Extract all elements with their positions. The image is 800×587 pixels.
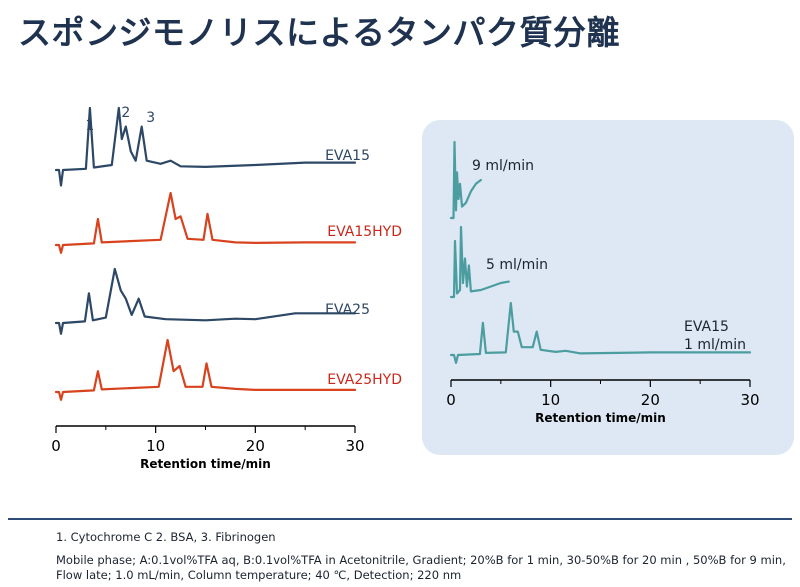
trace-eva15 bbox=[449, 301, 752, 364]
trace-eva25 bbox=[54, 267, 357, 335]
series-label: 5 ml/min bbox=[486, 257, 548, 273]
x-tick-label: 0 bbox=[51, 437, 61, 455]
flow-rate-chart: 0 10 20 30 Retention time/min 9 ml/min 5 ml/mi… bbox=[446, 140, 760, 425]
trace-eva15 bbox=[54, 106, 357, 187]
flow-rate-panel-background bbox=[422, 120, 794, 455]
trace-5-ml-min bbox=[449, 225, 510, 299]
series-label: EVA25 bbox=[325, 302, 370, 318]
series-label: EVA15HYD bbox=[327, 224, 402, 240]
slide-title: スポンジモノリスによるタンパク質分離 bbox=[18, 13, 621, 52]
peak-number-label: 3 bbox=[146, 110, 155, 126]
column-comparison-chart: 0 10 20 30 Retention time/min EVA15 EVA15HYD EV… bbox=[51, 105, 402, 471]
trace-eva15hyd bbox=[54, 191, 357, 254]
trace-9-ml-min bbox=[449, 140, 482, 220]
series-label: EVA25HYD bbox=[327, 372, 402, 388]
peak-number-label: 2 bbox=[121, 105, 130, 121]
method-conditions-note: Mobile phase; A:0.1vol%TFA aq, B:0.1vol%… bbox=[56, 553, 786, 582]
series-label: EVA15 bbox=[325, 148, 370, 164]
x-tick-label: 10 bbox=[541, 391, 560, 409]
series-label: EVA15 bbox=[684, 319, 729, 335]
x-axis-title: Retention time/min bbox=[535, 411, 666, 425]
x-tick-label: 0 bbox=[446, 391, 456, 409]
trace-eva25hyd bbox=[54, 338, 357, 401]
footer-divider bbox=[8, 518, 792, 520]
x-tick-label: 30 bbox=[345, 437, 364, 455]
x-axis-title: Retention time/min bbox=[140, 457, 271, 471]
peak-number-label: 1 bbox=[85, 118, 94, 134]
series-label: 9 ml/min bbox=[472, 158, 534, 174]
x-tick-label: 30 bbox=[740, 391, 759, 409]
series-label-line2: 1 ml/min bbox=[684, 337, 746, 353]
x-tick-label: 20 bbox=[246, 437, 265, 455]
x-tick-label: 10 bbox=[146, 437, 165, 455]
x-tick-label: 20 bbox=[641, 391, 660, 409]
peak-identification-note: 1. Cytochrome C 2. BSA, 3. Fibrinogen bbox=[56, 530, 276, 544]
